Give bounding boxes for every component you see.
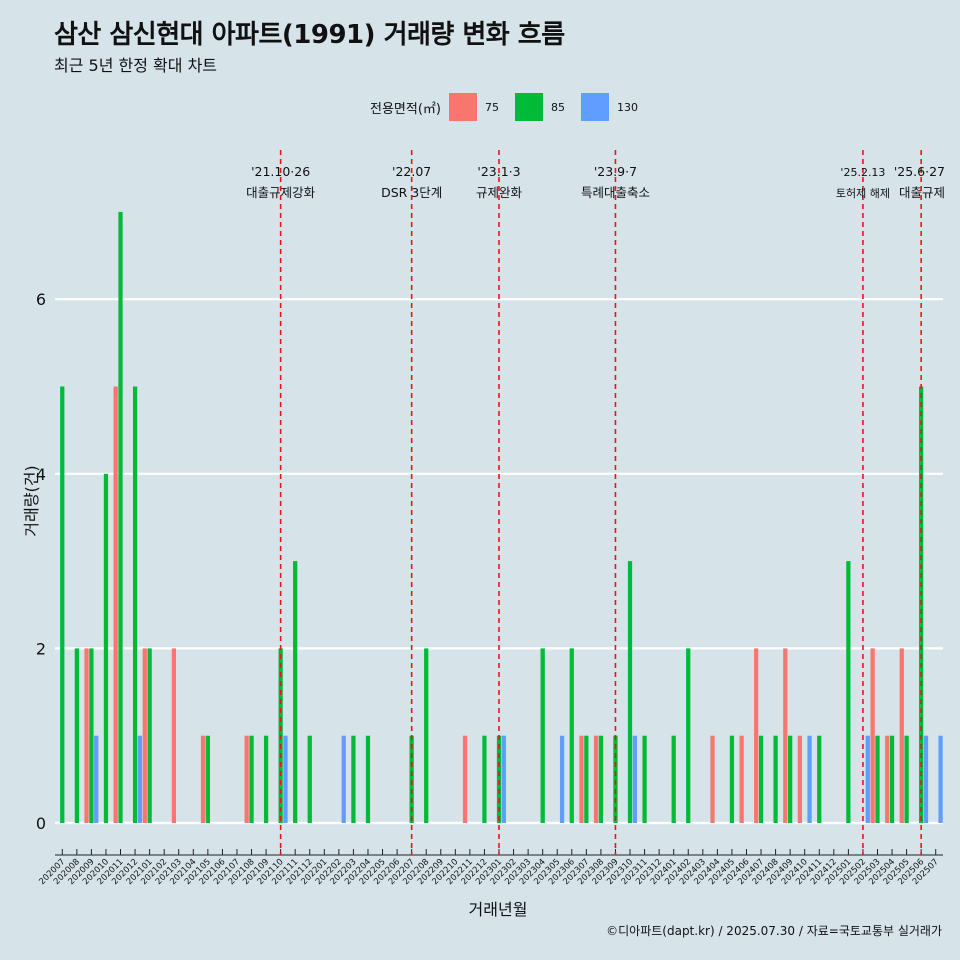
legend-label-130: 130 [616,100,638,114]
bar-75-202101 [142,648,147,823]
bar-85-202307 [584,735,589,823]
legend-swatch-130 [580,93,609,121]
bar-85-202010 [103,473,109,823]
bar-85-202505 [904,735,909,823]
event-name-label: 특례대출축소 [581,185,650,200]
bar-85-202309 [613,735,618,823]
bar-75-202011 [113,386,118,823]
bar-75-202504 [885,735,890,823]
y-tick-label: 0 [36,814,46,833]
bar-130-202310 [632,735,637,823]
bar-85-202407 [758,735,764,823]
bar-75-202308 [593,735,599,823]
bar-75-202409 [783,648,788,823]
bar-85-202306 [569,648,574,823]
bar-85-202203 [351,735,356,823]
legend-swatch-75 [448,93,477,121]
bar-130-202202 [341,735,346,823]
event-name-label: 토허제 해제 [836,186,890,200]
bar-85-202108 [249,735,254,823]
bar-130-202009 [94,735,99,823]
bar-85-202109 [263,735,269,823]
bar-85-202311 [642,735,647,823]
legend: 전용면적(㎡) 75 85 130 [370,92,648,122]
bar-85-202408 [773,735,778,823]
bar-75-202404 [710,735,715,823]
event-name-label: 규제완화 [476,185,523,200]
source-caption: ©디아파트(dapt.kr) / 2025.07.30 / 자료=국토교통부 실… [606,924,942,938]
bar-85-202504 [889,735,895,823]
bar-85-202105 [205,735,210,823]
event-name-label: 대출규제강화 [246,185,316,200]
chart-title: 삼산 삼신현대 아파트(1991) 거래량 변화 흐름 [54,20,565,50]
event-date-label: '25.2.13 [840,166,885,179]
event-name-label: 대출규제 [899,185,945,200]
legend-label-75: 75 [484,100,499,114]
bar-75-202009 [84,648,89,823]
bar-75-202410 [797,735,802,823]
event-date-label: '23.9·7 [594,164,637,179]
event-date-label: '23.1·3 [477,164,520,179]
bar-75-202407 [754,648,759,823]
event-date-label: '21.10·26 [251,164,310,179]
bar-85-202011 [118,211,123,823]
legend-swatch-85 [514,93,543,121]
x-axis-label: 거래년월 [468,900,528,919]
bar-75-202503 [870,648,875,823]
bar-85-202008 [74,648,79,823]
legend-title: 전용면적(㎡) [370,101,441,117]
bar-75-202105 [200,735,206,823]
bar-130-202012 [137,735,143,823]
y-tick-label: 4 [36,465,46,484]
bar-85-202212 [482,735,487,823]
bar-75-202505 [899,648,904,823]
bar-75-202211 [462,735,468,823]
bar-85-202409 [788,735,793,823]
bar-130-202305 [559,735,565,823]
event-name-label: DSR 3단계 [381,185,442,200]
bar-85-202405 [729,735,735,823]
bar-85-202301 [496,735,502,823]
bar-85-202503 [875,735,880,823]
bar-130-202110 [283,735,288,823]
legend-item-130: 130 [580,93,644,121]
bar-85-202101 [147,648,152,823]
legend-label-85: 85 [550,100,565,114]
bar-130-202301 [501,735,506,823]
bar-85-202308 [598,735,604,823]
bar-85-202402 [686,648,691,823]
bar-85-202007 [60,386,65,823]
bar-130-202507 [938,735,943,823]
bar-75-202406 [739,735,744,823]
bar-85-202304 [540,648,545,823]
bar-130-202506 [923,735,929,823]
bar-75-202103 [171,648,177,823]
legend-item-75: 75 [448,93,511,121]
bar-85-202204 [365,735,371,823]
bar-130-202502 [865,735,870,823]
event-date-label: '25.6·27 [894,164,945,179]
bar-85-202009 [89,648,94,823]
bar-85-202411 [817,735,822,823]
bar-75-202108 [244,735,249,823]
event-date-label: '22.07 [392,164,431,179]
bar-75-202307 [579,735,584,823]
bar-85-202111 [293,561,298,823]
bar-85-202012 [132,386,138,823]
y-tick-label: 6 [36,290,46,309]
bar-85-202208 [424,648,429,823]
bar-85-202207 [409,735,414,823]
y-axis-label: 거래량(건) [22,465,41,537]
bar-85-202310 [627,561,633,823]
bar-85-202501 [846,561,851,823]
chart-subtitle: 최근 5년 한정 확대 차트 [54,56,218,75]
bar-85-202112 [307,735,312,823]
y-tick-label: 2 [36,639,46,658]
bar-130-202410 [807,735,812,823]
legend-item-85: 85 [514,93,577,121]
bar-85-202401 [671,735,676,823]
